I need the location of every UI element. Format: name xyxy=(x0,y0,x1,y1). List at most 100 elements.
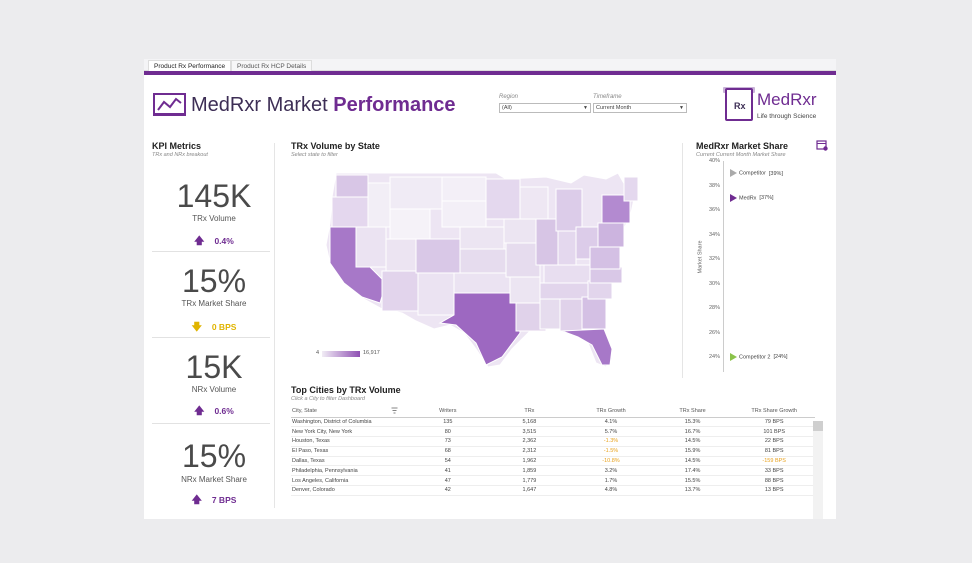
market-share-tick: 34% xyxy=(708,231,720,238)
kpi-divider xyxy=(152,337,270,338)
line-chart-icon xyxy=(153,93,186,116)
state-idaho[interactable] xyxy=(367,182,391,228)
state-oklahoma[interactable] xyxy=(453,272,511,294)
region-select[interactable]: (All) ▼ xyxy=(499,103,591,113)
state-iowa[interactable] xyxy=(503,218,537,244)
state-arkansas[interactable] xyxy=(509,276,541,304)
cell-writers: 80 xyxy=(407,426,489,438)
state-oregon[interactable] xyxy=(331,196,369,228)
table-scrollbar[interactable] xyxy=(813,421,823,519)
marker-value: [37%] xyxy=(759,195,774,202)
timeframe-value: Current Month xyxy=(596,105,632,111)
tab-product-rx-performance[interactable]: Product Rx Performance xyxy=(148,60,232,71)
map-subtitle: Select state to filter xyxy=(291,152,338,158)
col-writers[interactable]: Writers xyxy=(407,405,489,418)
cell-writers: 47 xyxy=(407,475,489,487)
state-alabama[interactable] xyxy=(559,298,583,332)
market-share-subtitle: Current Current Month Market Share xyxy=(696,152,786,158)
cell-writers: 68 xyxy=(407,446,489,457)
timeframe-select[interactable]: Current Month ▼ xyxy=(593,103,687,113)
market-share-tick: 26% xyxy=(708,329,720,336)
col-trx[interactable]: TRx xyxy=(488,405,571,418)
state-new-mexico[interactable] xyxy=(417,272,455,316)
arrow-up-icon: 🡅 xyxy=(194,236,205,247)
cell-city: New York City, New York xyxy=(291,426,407,438)
state-south-dakota[interactable] xyxy=(441,200,487,228)
table-row[interactable]: El Paso, Texas 68 2,312 -1.5% 15.9% 81 BPS xyxy=(291,446,815,457)
state-north-dakota[interactable] xyxy=(441,176,487,202)
state-nebraska[interactable] xyxy=(459,226,505,250)
cell-writers: 135 xyxy=(407,417,489,428)
tab-product-rx-hcp-details[interactable]: Product Rx HCP Details xyxy=(231,60,313,71)
state-florida[interactable] xyxy=(561,328,613,366)
market-share-marker[interactable]: Competitor [39%] xyxy=(730,169,783,178)
cell-city: Denver, Colorado xyxy=(291,485,407,496)
market-share-marker[interactable]: MedRx [37%] xyxy=(730,193,774,202)
region-value: (All) xyxy=(502,105,512,111)
cell-trx: 1,647 xyxy=(488,485,571,496)
state-minnesota[interactable] xyxy=(485,178,521,220)
chevron-down-icon: ▼ xyxy=(679,105,684,111)
timeframe-label: Timeframe xyxy=(593,94,622,100)
state-wyoming[interactable] xyxy=(389,208,431,240)
cell-city: El Paso, Texas xyxy=(291,446,407,457)
table-row[interactable]: Denver, Colorado 42 1,647 4.8% 13.7% 13 BPS xyxy=(291,485,815,496)
state-mississippi[interactable] xyxy=(539,298,561,330)
market-share-tick: 36% xyxy=(708,207,720,213)
col-city-state[interactable]: City, State xyxy=(291,405,407,418)
map-separator xyxy=(682,143,683,378)
state-wisconsin[interactable] xyxy=(519,186,549,220)
kpi-nrx-share-delta: 🡅 7 BPS xyxy=(144,493,284,510)
triangle-marker-icon xyxy=(730,169,737,178)
cell-city: Los Angeles, California xyxy=(291,475,407,487)
state-nevada[interactable] xyxy=(355,226,387,268)
state-colorado[interactable] xyxy=(415,238,461,274)
table-row[interactable]: Philadelphia, Pennsylvania 41 1,859 3.2% 17.… xyxy=(291,465,815,477)
cell-city: Houston, Texas xyxy=(291,436,407,447)
col-trx-share[interactable]: TRx Share xyxy=(651,405,734,418)
state-kentucky[interactable] xyxy=(543,264,591,284)
arrow-up-icon: 🡅 xyxy=(191,495,202,506)
cell-trx-share-growth: 33 BPS xyxy=(733,465,815,477)
kpi-trx-volume-delta: 🡅 0.4% xyxy=(144,234,284,251)
cell-trx-share: 14.5% xyxy=(651,436,734,447)
us-state-map[interactable] xyxy=(316,173,646,369)
col-trx-share-growth[interactable]: TRx Share Growth xyxy=(733,405,815,418)
state-michigan[interactable] xyxy=(555,188,583,232)
table-scrollbar-thumb[interactable] xyxy=(813,421,823,431)
table-row[interactable]: New York City, New York 80 3,515 5.7% 16.7% 1… xyxy=(291,426,815,438)
cell-trx-share-growth: 22 BPS xyxy=(733,436,815,447)
table-row[interactable]: Dallas, Texas 54 1,962 -10.8% 14.5% -159 BPS xyxy=(291,456,815,467)
table-row[interactable]: Washington, District of Columbia 135 5,168… xyxy=(291,417,815,428)
state-arizona[interactable] xyxy=(381,270,419,312)
table-row[interactable]: Houston, Texas 73 2,362 -1.3% 14.5% 22 BPS xyxy=(291,436,815,447)
cell-trx-share: 17.4% xyxy=(651,465,734,477)
kpi-nrx-share-value: 15% xyxy=(181,438,247,474)
state-new-england[interactable] xyxy=(623,176,639,202)
state-kansas[interactable] xyxy=(459,248,507,274)
sort-icon[interactable] xyxy=(391,407,398,414)
table-row[interactable]: Los Angeles, California 47 1,779 1.7% 15.5% 8… xyxy=(291,475,815,487)
market-share-marker[interactable]: Competitor 2 [24%] xyxy=(730,353,788,361)
cell-trx-share: 15.9% xyxy=(651,446,734,457)
tab-bar: Product Rx Performance Product Rx HCP De… xyxy=(144,59,836,71)
marker-value: [39%] xyxy=(768,170,783,177)
chevron-down-icon: ▼ xyxy=(583,105,588,111)
cell-trx: 2,362 xyxy=(488,436,571,447)
calendar-icon[interactable] xyxy=(816,139,828,151)
state-virginia[interactable] xyxy=(589,246,621,270)
state-indiana[interactable] xyxy=(557,230,577,266)
state-washington[interactable] xyxy=(335,174,369,198)
state-pennsylvania[interactable] xyxy=(597,222,625,248)
map-legend-max: 16,917 xyxy=(363,350,380,356)
state-south-carolina[interactable] xyxy=(587,280,613,300)
col-trx-growth[interactable]: TRx Growth xyxy=(570,405,652,418)
state-illinois[interactable] xyxy=(535,218,559,266)
state-georgia[interactable] xyxy=(581,296,607,330)
state-montana[interactable] xyxy=(389,176,443,210)
title-prefix: MedRxr Market xyxy=(191,94,334,116)
pill-bottle-icon xyxy=(725,88,753,121)
state-utah[interactable] xyxy=(385,238,417,272)
cell-trx-growth: 3.2% xyxy=(570,465,652,477)
state-missouri[interactable] xyxy=(505,242,541,278)
